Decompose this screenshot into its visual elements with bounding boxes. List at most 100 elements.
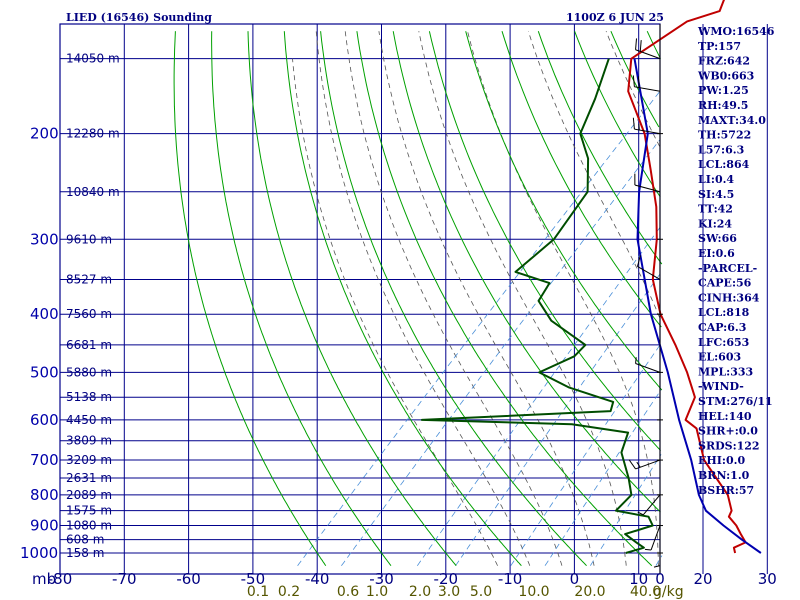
wind-axis-tick-label: 0 (655, 570, 665, 588)
index-item: WB0:663 (697, 69, 754, 82)
wind-barb (635, 357, 661, 373)
temperature-tick-label: 20 (693, 570, 712, 588)
mixing-ratio-line (544, 389, 662, 566)
axis-labels: 100200300400500600700800900100016570 m14… (20, 52, 777, 600)
mixing-ratio-line (416, 225, 662, 566)
pressure-tick-label: 200 (30, 125, 59, 143)
index-item: KI:24 (698, 217, 732, 230)
wind-profile (628, 24, 663, 574)
height-label: 4450 m (66, 413, 112, 427)
mixing-ratio-lines (297, 91, 663, 566)
wind-barb (653, 539, 661, 568)
wind-barb-half-feather (644, 548, 652, 551)
mixing-ratio-tick-label: 3.0 (438, 584, 460, 600)
wind-barb (636, 255, 661, 280)
temperature-tick-label: -60 (176, 570, 201, 588)
pressure-tick-label: 1000 (20, 544, 58, 562)
wind-barb-feather (636, 255, 641, 267)
mixing-ratio-tick-label: 0.6 (337, 584, 359, 600)
index-item: SRDS:122 (698, 439, 760, 452)
isobar-grid (60, 58, 660, 554)
dry-adiabat (247, 31, 457, 567)
wind-barb-feather (632, 117, 635, 130)
dry-adiabat (646, 30, 661, 59)
wind-barb-feather (635, 38, 638, 50)
index-item: LI:0.4 (698, 173, 734, 186)
index-item: BSHR:57 (698, 484, 754, 497)
wind-barb-staff (635, 459, 661, 470)
mixing-ratio-line (655, 555, 663, 566)
index-item: SW:66 (698, 232, 737, 245)
index-item: SHR+:0.0 (698, 425, 758, 438)
index-item: STM:276/11 (698, 395, 773, 408)
wind-barb (632, 75, 661, 92)
dry-adiabat (501, 31, 662, 328)
pressure-tick-label: 300 (30, 230, 59, 248)
dry-adiabat (465, 31, 663, 391)
height-label: 2089 m (66, 488, 112, 502)
dry-adiabat (320, 31, 587, 567)
wind-barb (632, 117, 661, 135)
index-item: RH:49.5 (698, 99, 748, 112)
mixing-ratio-tick-label: 10.0 (518, 584, 549, 600)
chart-timestamp: 1100Z 6 JUN 25 (566, 11, 664, 24)
mixing-ratio-tick-label: 40.0 (630, 584, 661, 600)
wind-barb-staff (634, 86, 661, 92)
wind-barb (644, 525, 661, 551)
wind-barb (628, 459, 661, 470)
mixing-ratio-tick-label: 1.0 (366, 584, 388, 600)
height-label: 5880 m (66, 365, 112, 379)
dewpoint-line (420, 58, 654, 554)
dry-adiabat (173, 31, 327, 567)
wind-barb (634, 173, 661, 193)
height-label: 7560 m (66, 307, 112, 321)
mixing-ratio-tick-label: 0.1 (247, 584, 269, 600)
index-item: MAXT:34.0 (698, 114, 766, 127)
wind-barb-feather (628, 459, 636, 470)
height-label: 1575 m (66, 504, 112, 518)
wind-barb-staff (650, 525, 661, 551)
wind-barb (637, 494, 661, 516)
temperature-tick-label: 30 (758, 570, 777, 588)
mixing-ratio-unit-label: g/kg (653, 584, 684, 600)
pressure-tick-label: 400 (30, 305, 59, 323)
pressure-tick-label: 700 (30, 451, 59, 469)
wind-barb-half-feather (637, 511, 644, 516)
height-label: 12280 m (66, 127, 120, 141)
mixing-ratio-line (510, 344, 661, 566)
height-label: 10840 m (66, 185, 120, 199)
index-item: EHI:0.0 (698, 454, 745, 467)
isotherm-grid (59, 24, 768, 574)
wind-barb-feather (639, 40, 642, 52)
wind-barb (635, 38, 661, 60)
index-item: SI:4.5 (698, 188, 734, 201)
temperature-tick-label: -10 (498, 570, 523, 588)
pressure-tick-label: 800 (30, 486, 59, 504)
wind-barb-staff (642, 494, 661, 516)
mixing-ratio-line (297, 91, 661, 566)
temperature-tick-label: -70 (112, 570, 137, 588)
index-item: PW:1.25 (698, 84, 749, 97)
height-label: 158 m (66, 546, 104, 560)
index-item: L57:6.3 (698, 143, 744, 156)
height-label: 3809 m (66, 434, 112, 448)
height-label: 5138 m (66, 390, 112, 404)
index-item: TH:5722 (698, 129, 751, 142)
height-label: 6681 m (66, 338, 112, 352)
height-label: 2631 m (66, 471, 112, 485)
index-item: CINH:364 (698, 291, 760, 304)
mixing-ratio-line (455, 271, 662, 566)
height-label: 608 m (66, 533, 104, 547)
index-item: LCL:864 (698, 158, 750, 171)
wind-barb-half-feather (653, 565, 661, 568)
temperature-tick-label: -20 (434, 570, 459, 588)
sounding-series (420, 0, 762, 554)
dry-adiabat (211, 31, 392, 567)
height-label: 14050 m (66, 52, 120, 66)
index-item: LFC:653 (698, 336, 749, 349)
temperature-line (627, 0, 747, 554)
height-label: 3209 m (66, 453, 112, 467)
height-label: 8527 m (66, 272, 112, 286)
